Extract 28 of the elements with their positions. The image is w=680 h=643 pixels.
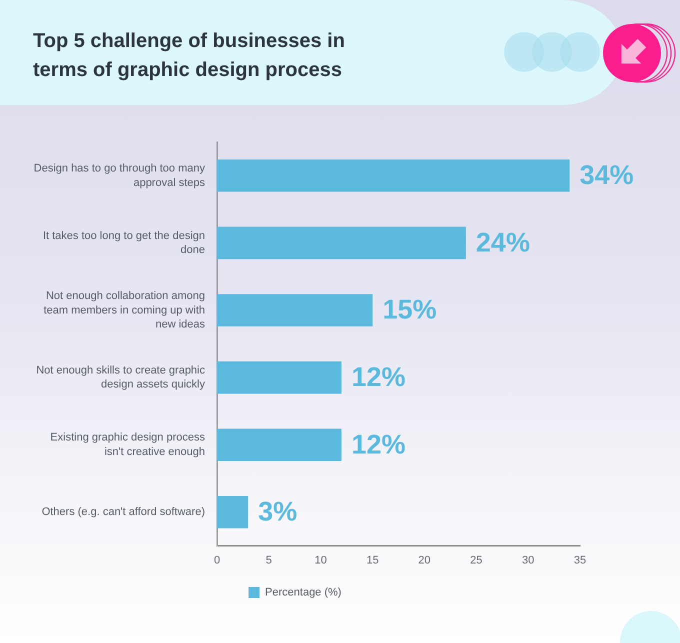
bar	[217, 294, 373, 326]
x-tick-label: 25	[470, 554, 482, 566]
y-tick-label: Existing graphic design process isn't creative enough	[50, 432, 206, 458]
x-tick-label: 15	[366, 554, 379, 566]
x-tick-label: 5	[266, 554, 272, 566]
y-tick-label: It takes too long to get the design done	[42, 230, 205, 256]
y-tick-label: Not enough collaboration among team members in coming up with new ideas	[44, 290, 206, 331]
y-tick-label: Others (e.g. can't afford software)	[42, 506, 205, 518]
data-label: 24%	[476, 227, 530, 258]
x-tick-label: 0	[214, 554, 220, 566]
bar	[217, 361, 342, 394]
y-tick-label: Design has to go through too many approval steps	[34, 162, 206, 189]
legend-label: Percentage (%)	[265, 586, 342, 599]
x-tick-label: 30	[522, 554, 534, 566]
bar	[217, 226, 466, 260]
data-label: 34%	[580, 160, 634, 190]
x-tick-label: 20	[418, 554, 431, 566]
bar	[217, 160, 570, 192]
y-tick-label: Not enough skills to create graphic design assets quickly	[36, 364, 206, 391]
bar	[217, 428, 342, 461]
chart-title: Top 5 challenge of businesses in terms of graphic design process	[33, 29, 346, 83]
x-tick-label: 10	[314, 554, 327, 566]
data-label: 3%	[258, 496, 298, 527]
data-label: 12%	[351, 429, 406, 460]
x-tick-label: 35	[574, 554, 586, 566]
data-label: 15%	[382, 294, 437, 325]
data-label: 12%	[351, 362, 406, 392]
bar	[217, 496, 248, 528]
